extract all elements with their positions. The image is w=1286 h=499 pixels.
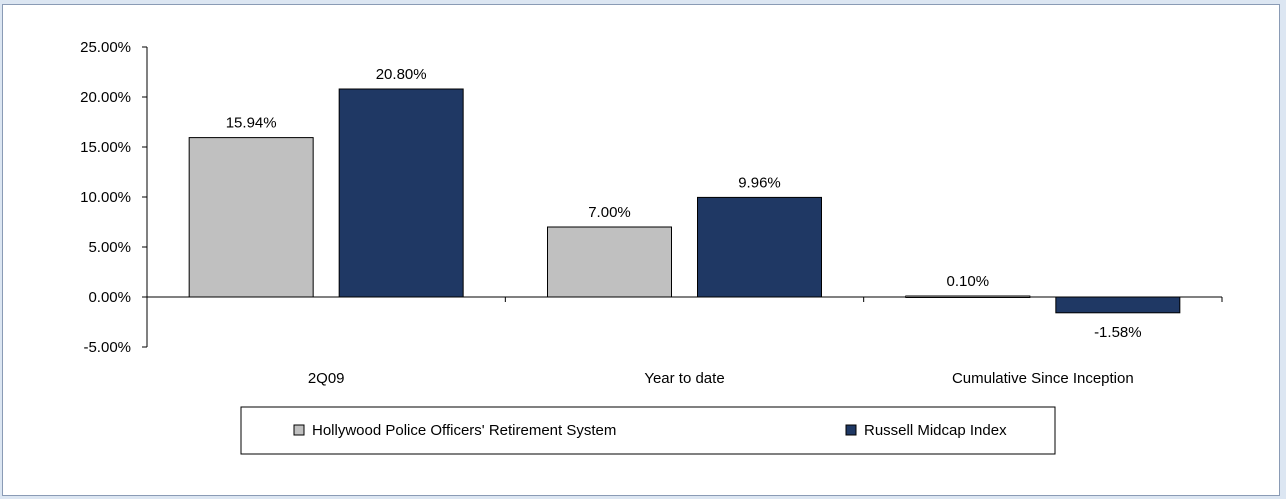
y-tick-label: 5.00% [88,239,131,256]
bar [905,295,1031,298]
bar [697,196,822,298]
x-category-label: Year to date [644,370,724,387]
legend-label: Russell Midcap Index [864,422,1007,439]
y-tick-label: 20.00% [80,89,131,106]
bar [1055,296,1181,314]
data-label: 20.80% [376,66,427,83]
y-tick-label: 15.00% [80,139,131,156]
data-label: 7.00% [588,204,631,221]
data-label: 15.94% [226,115,277,132]
legend-swatch [845,424,857,436]
bar [338,88,464,298]
x-category-label: Cumulative Since Inception [952,370,1134,387]
y-tick-label: -5.00% [83,339,131,356]
data-labels: 15.94% 7.00% 0.10% 20.80% 9.96% -1.58% [226,66,1142,341]
bar [188,137,314,298]
legend-label: Hollywood Police Officers' Retirement Sy… [312,422,616,439]
legend-box [240,406,1056,455]
legend-swatch [293,424,305,436]
data-label: 9.96% [738,174,781,191]
y-tick-label: 10.00% [80,189,131,206]
legend: Hollywood Police Officers' Retirement Sy… [240,406,1056,455]
axes: 25.00% 20.00% 15.00% 10.00% 5.00% 0.00% -5.00%… [80,39,1223,387]
data-label: 0.10% [947,273,990,290]
y-tick-label: 25.00% [80,39,131,56]
y-tick-label: 0.00% [88,289,131,306]
bar [547,226,672,298]
data-label: -1.58% [1094,324,1142,341]
bars [188,88,1181,314]
x-category-label: 2Q09 [308,370,345,387]
